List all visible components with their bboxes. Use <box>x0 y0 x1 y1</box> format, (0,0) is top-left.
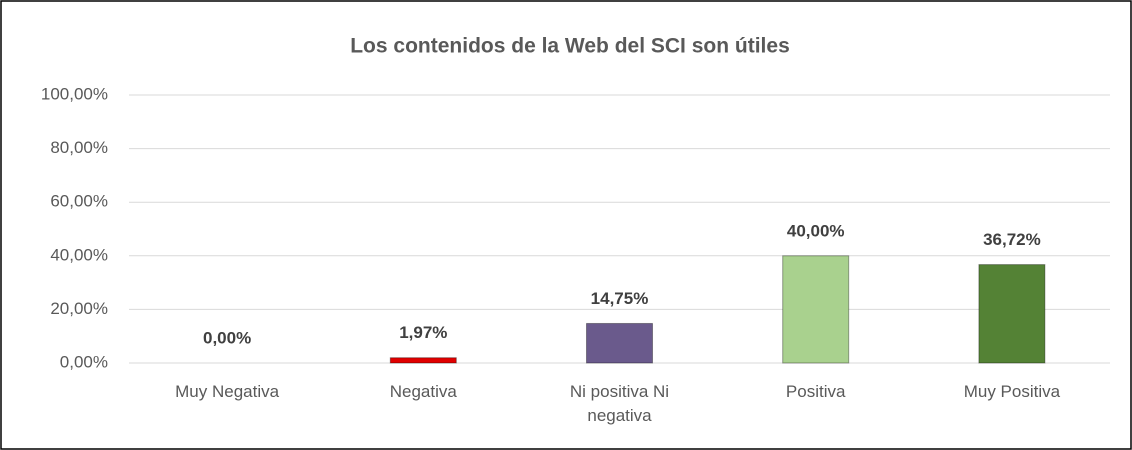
bar <box>389 357 457 364</box>
bar <box>978 264 1046 364</box>
chart-title: Los contenidos de la Web del SCI son úti… <box>350 35 790 58</box>
x-tick-label: Negativa <box>389 382 457 401</box>
data-label: 1,97% <box>399 323 447 342</box>
y-tick-label: 80,00% <box>50 138 108 157</box>
data-label: 14,75% <box>591 289 649 308</box>
y-tick-label: 20,00% <box>50 299 108 318</box>
data-label: 40,00% <box>787 221 845 240</box>
y-tick-label: 100,00% <box>41 84 108 103</box>
y-tick-label: 60,00% <box>50 192 108 211</box>
bar <box>586 322 653 364</box>
x-tick-label: Ni positiva Ni negativa <box>569 382 670 425</box>
data-label: 0,00% <box>203 328 251 347</box>
x-tick-label: Muy Negativa <box>175 382 280 401</box>
data-label: 36,72% <box>983 230 1041 249</box>
x-tick-label: Positiva <box>785 382 846 401</box>
bar <box>782 255 850 364</box>
y-tick-label: 40,00% <box>50 245 108 264</box>
x-tick-label: Muy Positiva <box>963 382 1061 401</box>
y-tick-label: 0,00% <box>60 352 108 371</box>
